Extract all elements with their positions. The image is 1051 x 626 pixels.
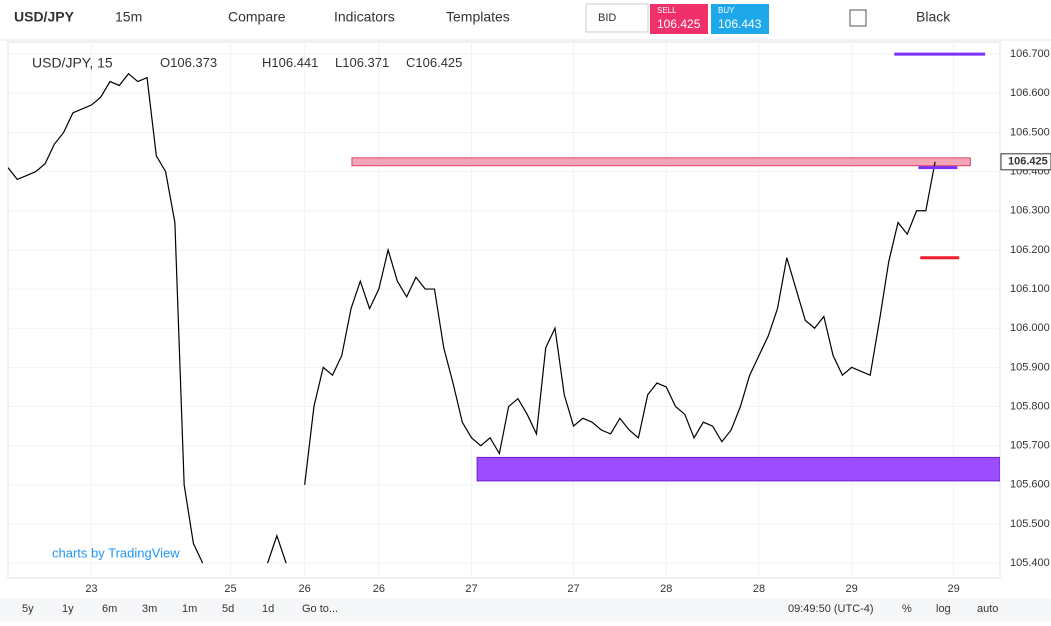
x-tick-label: 29 [846,583,858,595]
range-button[interactable]: 5y [22,603,34,615]
toolbar [0,0,1051,40]
bid[interactable]: BID [598,12,616,24]
checkbox[interactable] [849,9,867,27]
last-price-box [1000,153,1051,171]
range-button[interactable]: 5d [222,603,234,615]
sell-button[interactable] [650,4,708,34]
y-tick-label: 106.700 [1010,48,1050,60]
range-button[interactable]: 1d [262,603,274,615]
buy-price: 106.443 [718,17,762,31]
sell-label: SELL [657,6,677,15]
indicators[interactable]: Indicators [334,9,395,25]
bid-select[interactable] [585,3,649,33]
y-tick-label: 106.200 [1010,244,1050,256]
interval[interactable]: 15m [115,9,142,25]
x-tick-label: 28 [753,583,765,595]
y-tick-label: 106.300 [1010,205,1050,217]
buy-label: BUY [718,6,735,15]
legend-symbol: USD/JPY, 15 [32,55,113,71]
range-button[interactable]: 1m [182,603,197,615]
y-tick-label: 105.800 [1010,400,1050,412]
y-tick-label: 105.500 [1010,518,1050,530]
log-toggle: log [936,603,951,615]
x-tick-label: 29 [948,583,960,595]
range-button[interactable]: 6m [102,603,117,615]
y-tick-label: 105.700 [1010,440,1050,452]
legend-h: H106.441 [262,55,318,70]
auto-toggle: auto [977,603,998,615]
goto: Go to... [302,603,338,615]
buy-button[interactable] [711,4,769,34]
bottom-bar [0,598,1051,621]
y-tick-label: 105.900 [1010,361,1050,373]
x-tick-label: 26 [299,583,311,595]
sell-price: 106.425 [657,17,701,31]
symbol[interactable]: USD/JPY [14,9,75,25]
x-tick-label: 28 [660,583,672,595]
last-price-label: 106.425 [1008,156,1048,168]
plot-area [7,41,1001,579]
watermark[interactable]: charts by TradingView [52,545,180,560]
legend-l: L106.371 [335,55,389,70]
compare[interactable]: Compare [228,9,286,25]
range-button[interactable]: 1y [62,603,74,615]
range-button[interactable]: 3m [142,603,157,615]
templates[interactable]: Templates [446,9,510,25]
x-tick-label: 25 [224,583,236,595]
zone [351,157,971,167]
y-tick-label: 105.600 [1010,479,1050,491]
theme[interactable]: Black [916,9,951,25]
y-tick-label: 105.400 [1010,557,1050,569]
x-tick-label: 26 [373,583,385,595]
legend-o: O106.373 [160,55,217,70]
zone [476,456,1000,482]
price-line [8,72,936,564]
x-tick-label: 27 [465,583,477,595]
legend-c: C106.425 [406,55,462,70]
percent-toggle: % [902,603,912,615]
y-tick-label: 106.000 [1010,322,1050,334]
clock: 09:49:50 (UTC-4) [788,603,874,615]
y-tick-label: 106.600 [1010,87,1050,99]
y-tick-label: 106.100 [1010,283,1050,295]
y-tick-label: 106.500 [1010,126,1050,138]
x-tick-label: 23 [85,583,97,595]
x-tick-label: 27 [567,583,579,595]
